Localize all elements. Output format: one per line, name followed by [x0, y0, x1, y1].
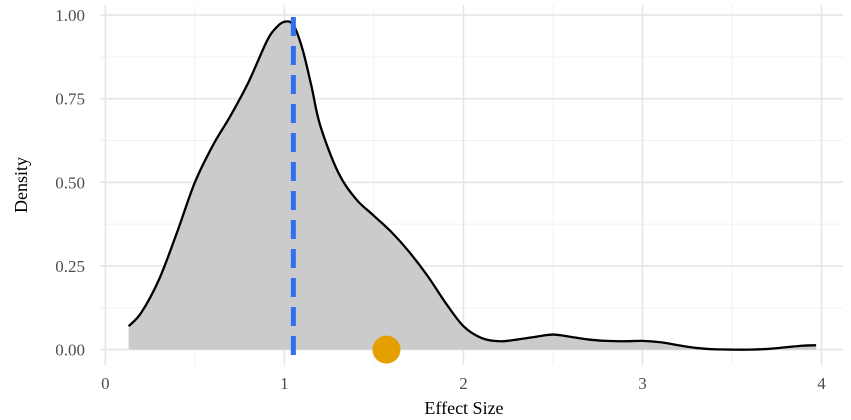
- y-tick-label: 0.25: [55, 257, 85, 276]
- x-tick-label: 3: [638, 374, 647, 393]
- marker-point: [372, 335, 401, 364]
- y-tick-label: 0.75: [55, 90, 85, 109]
- x-axis-title: Effect Size: [424, 398, 503, 418]
- density-curve: [127, 20, 817, 351]
- x-tick-label: 1: [280, 374, 289, 393]
- y-tick-label: 1.00: [55, 6, 85, 25]
- y-axis-title: Density: [11, 157, 31, 213]
- density-area: [128, 21, 817, 350]
- x-tick-label: 2: [459, 374, 468, 393]
- y-tick-label: 0.00: [55, 341, 85, 360]
- y-tick-label: 0.50: [55, 173, 85, 192]
- x-axis-ticks: 0 1 2 3 4: [101, 374, 826, 393]
- x-tick-label: 0: [101, 374, 110, 393]
- x-tick-label: 4: [817, 374, 826, 393]
- y-axis-ticks: 0.00 0.25 0.50 0.75 1.00: [55, 6, 85, 360]
